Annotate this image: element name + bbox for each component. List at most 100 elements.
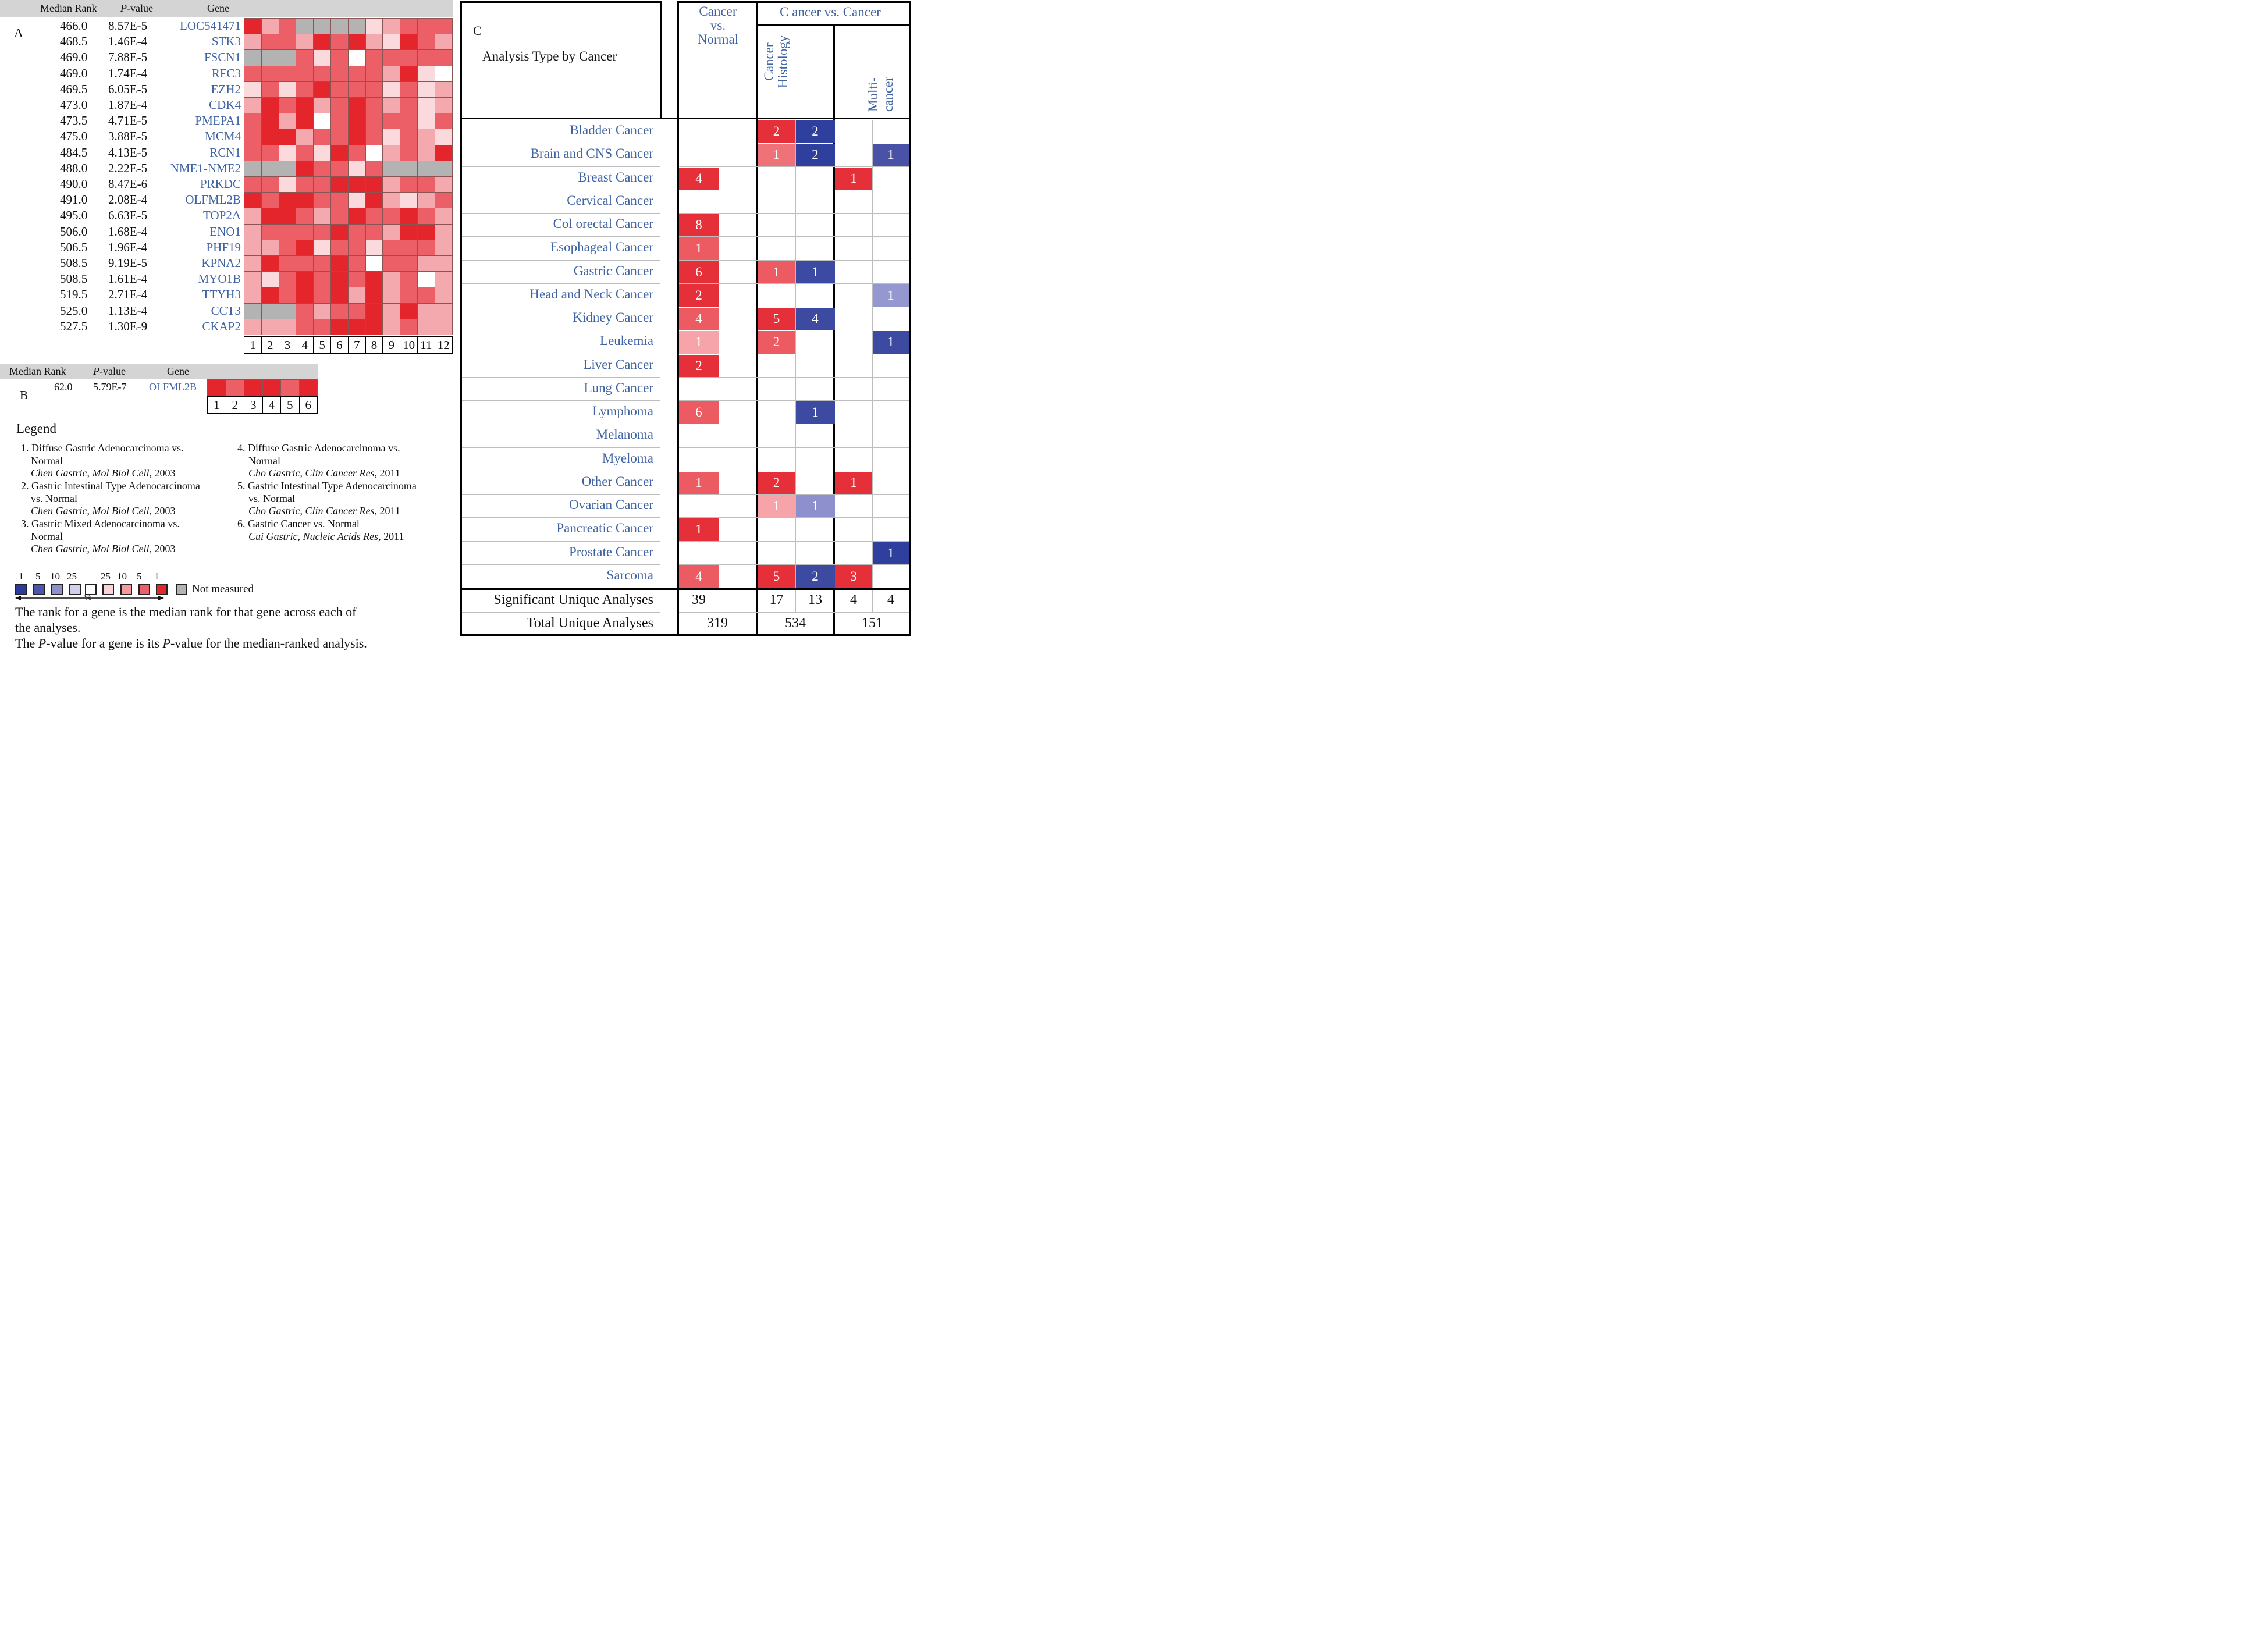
legend-item-6: 6. Gastric Cancer vs. Normal Cui Gastric… [237, 518, 404, 542]
heatmap-cell [382, 318, 401, 335]
scale-swatch [138, 584, 150, 595]
heatmap-cell [365, 303, 383, 319]
heatmap-cell [434, 271, 453, 288]
cancer-type: Ovarian Cancer [569, 497, 653, 512]
rank-value: 527.5 [60, 319, 88, 333]
heatmap-cell [244, 34, 262, 51]
rank-value: 525.0 [60, 303, 88, 318]
rank-value: 508.5 [60, 272, 88, 286]
heatmap-cell [347, 34, 366, 51]
column-number: 3 [278, 336, 297, 354]
heatmap-cell [313, 81, 331, 98]
heatmap-cell [296, 65, 314, 82]
heatmap-cell [434, 208, 453, 225]
heatmap-cell [365, 129, 383, 145]
heatmap-cell [400, 81, 418, 98]
heatmap-cell [330, 160, 349, 177]
heatmap-cell [365, 271, 383, 288]
p-value: 2.71E-4 [108, 287, 148, 302]
total-count: 534 [785, 616, 806, 631]
heatmap-cell [313, 49, 331, 66]
analysis-count: 1 [835, 167, 872, 190]
heatmap-cell [330, 49, 349, 66]
gene-name: OLFML2B [185, 193, 241, 207]
column-number: 1 [244, 336, 262, 354]
scale-arrows [15, 596, 164, 600]
rank-value: 473.0 [60, 98, 88, 112]
heatmap-cell [417, 271, 435, 288]
significant-count: 4 [887, 592, 894, 607]
heatmap-cell [365, 160, 383, 177]
analysis-count: 2 [758, 331, 795, 354]
heatmap-cell [400, 113, 418, 130]
heatmap-cell [261, 144, 279, 161]
cancer-vs-cancer-header: C ancer vs. Cancer [780, 5, 881, 19]
analysis-count: 1 [872, 144, 909, 167]
heatmap-cell [347, 318, 366, 335]
heatmap-cell [347, 223, 366, 240]
analysis-count: 5 [758, 308, 795, 331]
scale-label: 10 [117, 571, 127, 582]
table-rule [756, 24, 911, 26]
multi-cancer-header: Multi-cancer [866, 77, 895, 112]
heatmap-cell [330, 129, 349, 145]
heatmap-cell [382, 239, 401, 256]
percent-label: % [84, 593, 92, 602]
heatmap-cell [330, 271, 349, 288]
heatmap-cell [417, 208, 435, 225]
row-divider [462, 376, 660, 378]
total-count: 151 [862, 616, 883, 631]
rank-value: 490.0 [60, 177, 88, 191]
rank-value: 484.5 [60, 145, 88, 159]
row-divider [462, 612, 660, 613]
heatmap-cell [244, 303, 262, 319]
scale-label: 5 [137, 571, 142, 582]
total-label: Total Unique Analyses [526, 616, 653, 631]
heatmap-cell [261, 208, 279, 225]
heatmap-cell [313, 287, 331, 304]
rank-value: 508.5 [60, 256, 88, 270]
heatmap-cell [313, 239, 331, 256]
heatmap-cell [347, 192, 366, 209]
heatmap-cell [347, 239, 366, 256]
p-value: 1.96E-4 [108, 240, 148, 254]
heatmap-cell [262, 379, 281, 396]
heatmap-cell [347, 271, 366, 288]
heatmap-cell [296, 287, 314, 304]
heatmap-cell [434, 97, 453, 114]
heatmap-cell [261, 18, 279, 35]
heatmap-cell [244, 97, 262, 114]
heatmap-cell [400, 271, 418, 288]
heatmap-cell [365, 208, 383, 225]
rank-value: 468.5 [60, 34, 88, 49]
heatmap-cell [365, 144, 383, 161]
heatmap-cell [278, 97, 297, 114]
heatmap-cell [434, 223, 453, 240]
analysis-count: 3 [835, 565, 872, 588]
p-value: 7.88E-5 [108, 50, 148, 65]
legend-notes: The rank for a gene is the median rank f… [15, 604, 367, 650]
heatmap-cell [244, 113, 262, 130]
heatmap-cell [365, 192, 383, 209]
table-rule [660, 1, 662, 119]
heatmap-cell [382, 223, 401, 240]
rank-value: 469.5 [60, 81, 88, 96]
heatmap-cell [244, 18, 262, 35]
row-divider [462, 540, 660, 542]
heatmap-cell [296, 318, 314, 335]
heatmap-cell [261, 239, 279, 256]
heatmap-cell [365, 81, 383, 98]
column-number: 5 [313, 336, 331, 354]
heatmap-cell [400, 318, 418, 335]
heatmap-cell [347, 97, 366, 114]
heatmap-cell [330, 255, 349, 272]
heatmap-cell [244, 255, 262, 272]
panel-a-gene-header: Gene [207, 2, 229, 14]
heatmap-cell [261, 113, 279, 130]
heatmap-cell [400, 239, 418, 256]
column-number: 4 [296, 336, 314, 354]
gene-name: NME1-NME2 [170, 161, 241, 175]
cancer-type: Esophageal Cancer [550, 240, 653, 255]
heatmap-cell [434, 49, 453, 66]
column-number: 3 [244, 396, 263, 414]
